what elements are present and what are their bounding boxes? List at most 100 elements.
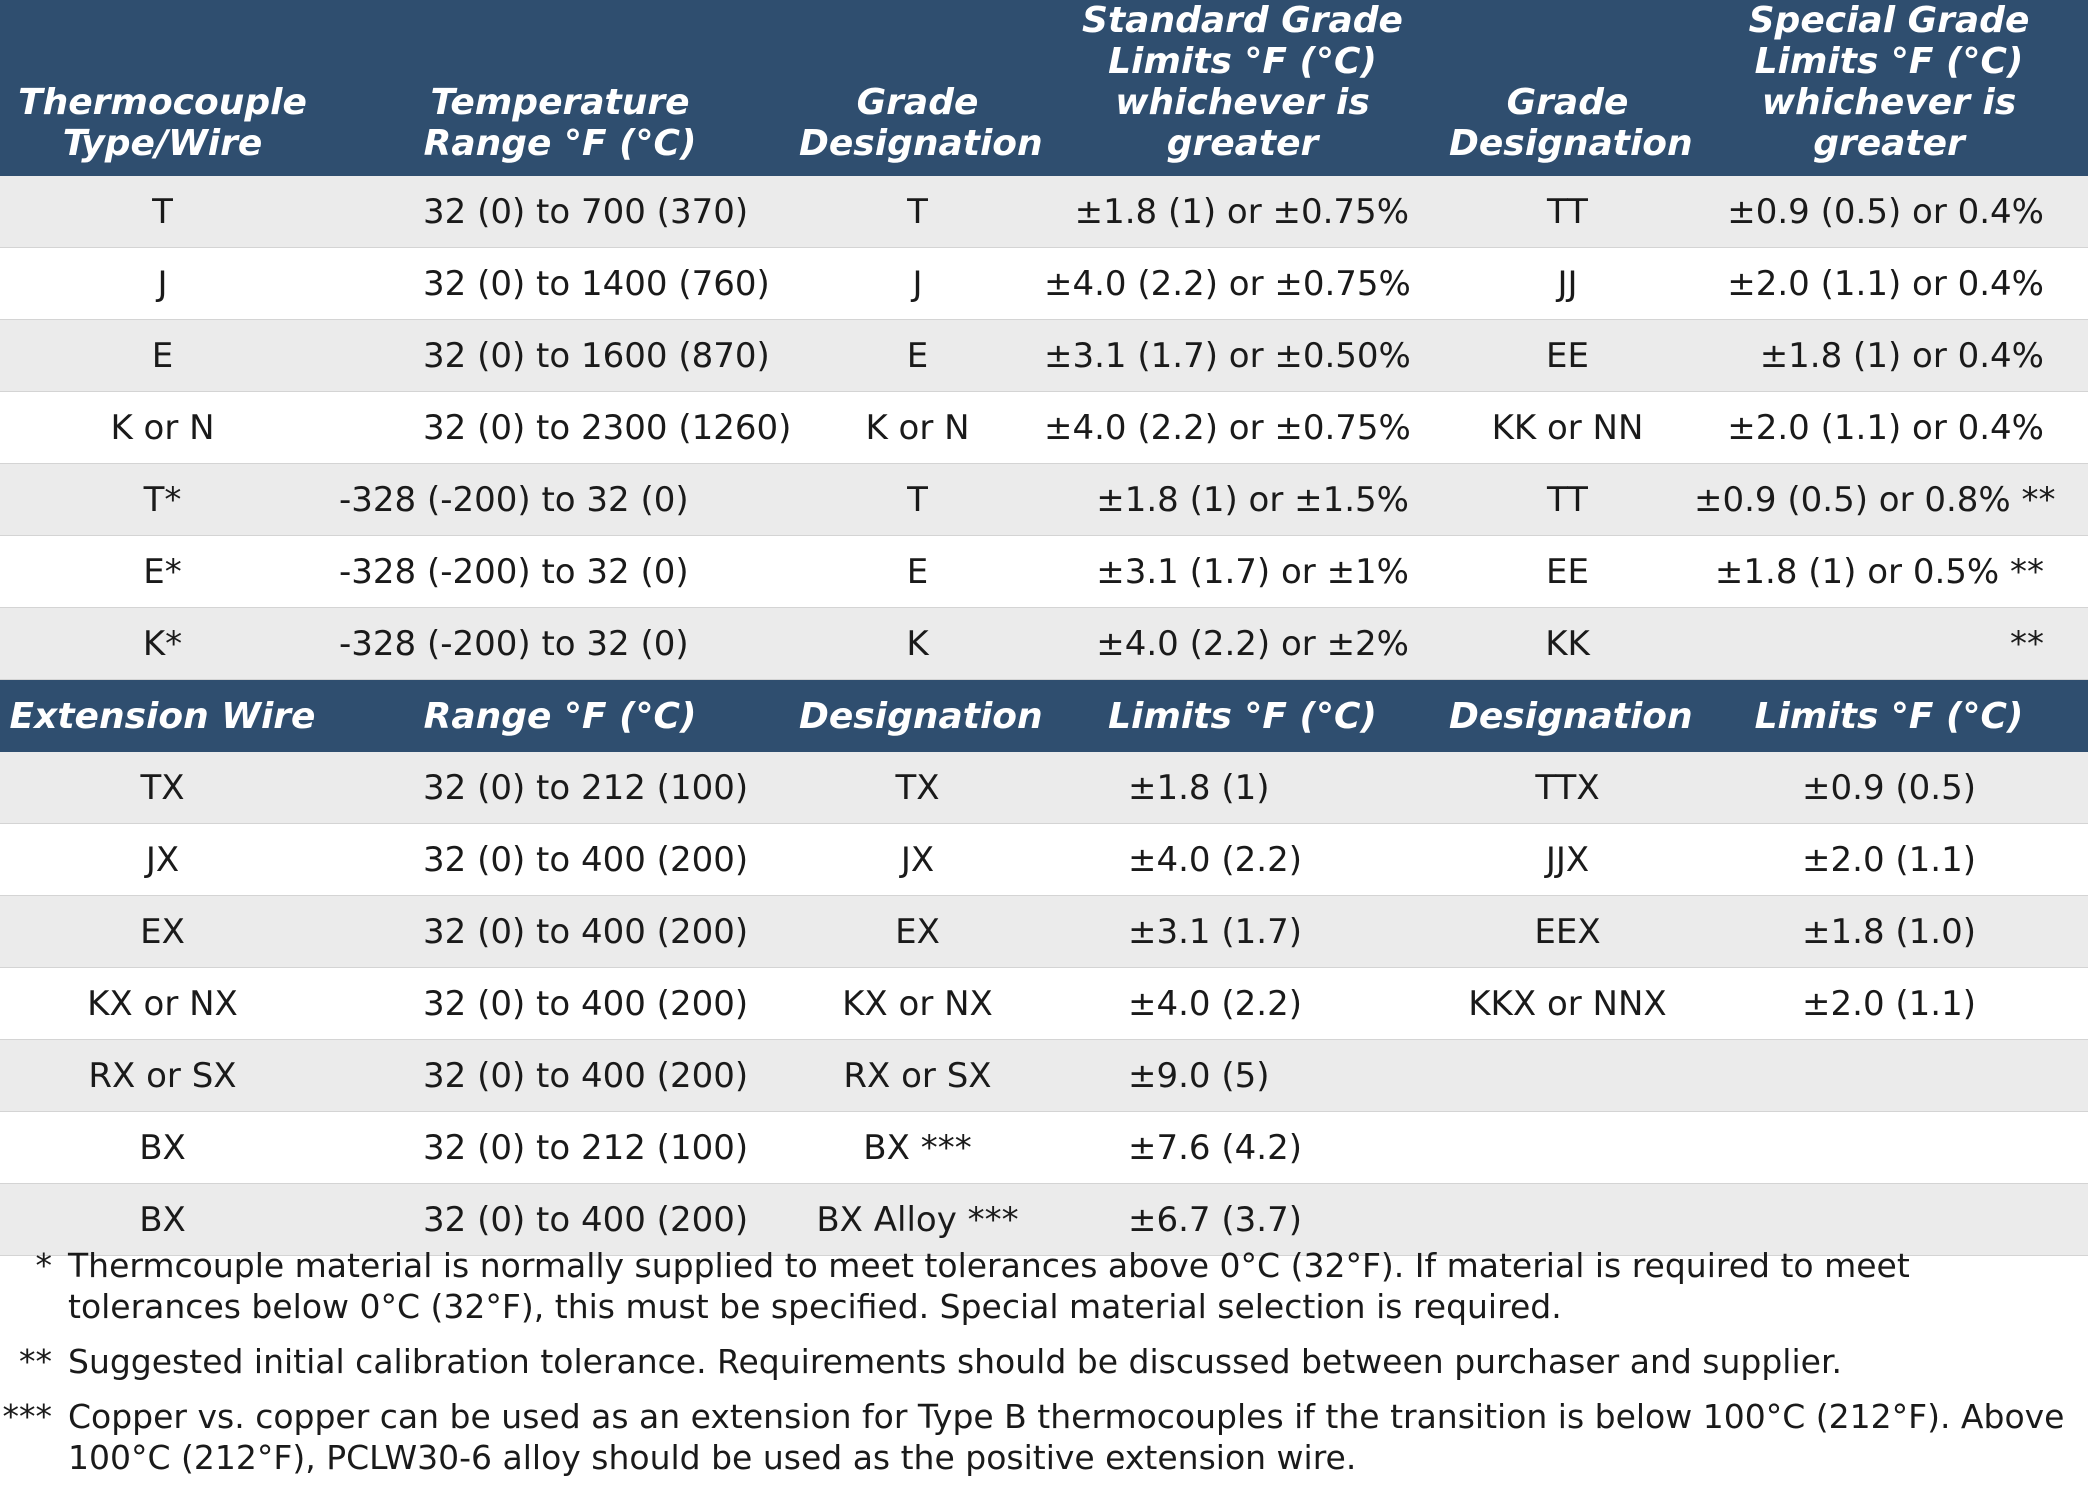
designation-cell: EX: [795, 895, 1040, 968]
special-limits-cell: ±2.0 (1.1): [1690, 967, 2088, 1040]
designation-cell: E: [795, 319, 1040, 392]
type-cell: TX: [0, 752, 325, 824]
standard-limits-cell: ±4.0 (2.2) or ±0.75%: [1040, 391, 1445, 464]
table-row: K* -328 (-200) to 32 (0) K ±4.0 (2.2) or ±2…: [0, 607, 2088, 680]
type-cell: BX: [0, 1111, 325, 1184]
special-designation-cell: KK or NN: [1445, 391, 1690, 464]
standard-limits-cell: ±1.8 (1) or ±0.75%: [1040, 176, 1445, 248]
table-row: E 32 (0) to 1600 (870) E ±3.1 (1.7) or ±0.5…: [0, 319, 2088, 392]
special-limits-cell: ±1.8 (1.0): [1690, 895, 2088, 968]
special-designation-cell: [1445, 1111, 1690, 1184]
footnote-text: Copper vs. copper can be used as an exte…: [68, 1397, 2065, 1477]
range-cell: 32 (0) to 700 (370): [325, 176, 795, 248]
extension-section: Extension Wire Range °F (°C) Designation…: [0, 679, 2088, 752]
range-cell: 32 (0) to 400 (200): [325, 1039, 795, 1112]
designation-cell: K or N: [795, 391, 1040, 464]
header-extension-limits: Limits °F (°C): [1040, 679, 1445, 752]
standard-limits-cell: ±4.0 (2.2): [1040, 823, 1445, 896]
standard-limits-cell: ±6.7 (3.7): [1040, 1183, 1445, 1256]
range-value: 32 (0) to 212 (100): [423, 767, 749, 808]
special-designation-cell: EE: [1445, 535, 1690, 608]
table-row: KX or NX 32 (0) to 400 (200) KX or NX ±4.0 …: [0, 967, 2088, 1040]
range-value: 32 (0) to 212 (100): [423, 1127, 749, 1168]
standard-limits-cell: ±4.0 (2.2): [1040, 967, 1445, 1040]
range-value: -328 (-200) to 32 (0): [339, 623, 689, 664]
footnote-marker: ***: [2, 1397, 53, 1436]
standard-limits-cell: ±4.0 (2.2) or ±0.75%: [1040, 247, 1445, 320]
header-extension-special-limits: Limits °F (°C): [1690, 679, 2088, 752]
standard-limits-cell: ±4.0 (2.2) or ±2%: [1040, 607, 1445, 680]
range-cell: 32 (0) to 400 (200): [325, 823, 795, 896]
table-row: K or N 32 (0) to 2300 (1260) K or N ±4.0 (2…: [0, 391, 2088, 464]
range-value: 32 (0) to 1600 (870): [423, 335, 770, 376]
range-cell: 32 (0) to 212 (100): [325, 1111, 795, 1184]
designation-cell: RX or SX: [795, 1039, 1040, 1112]
extension-header-row: Extension Wire Range °F (°C) Designation…: [0, 679, 2088, 752]
range-value: 32 (0) to 400 (200): [423, 911, 749, 952]
special-designation-cell: TT: [1445, 176, 1690, 248]
designation-cell: T: [795, 176, 1040, 248]
range-value: -328 (-200) to 32 (0): [339, 479, 689, 520]
extension-rows: TX 32 (0) to 212 (100) TX ±1.8 (1) TTX ±0.9 (…: [0, 752, 2088, 1256]
special-limits-cell: [1690, 1183, 2088, 1256]
range-value: -328 (-200) to 32 (0): [339, 551, 689, 592]
table-row: BX 32 (0) to 400 (200) BX Alloy *** ±6.7 (3…: [0, 1183, 2088, 1256]
special-limits-cell: ±1.8 (1) or 0.4%: [1690, 319, 2088, 392]
range-cell: 32 (0) to 212 (100): [325, 752, 795, 824]
special-limits-cell: ±0.9 (0.5) or 0.4%: [1690, 176, 2088, 248]
range-value: 32 (0) to 400 (200): [423, 1199, 749, 1240]
range-cell: 32 (0) to 2300 (1260): [325, 391, 795, 464]
header-extension-range: Range °F (°C): [325, 679, 795, 752]
range-cell: 32 (0) to 1400 (760): [325, 247, 795, 320]
standard-limits-cell: ±9.0 (5): [1040, 1039, 1445, 1112]
special-designation-cell: KKX or NNX: [1445, 967, 1690, 1040]
standard-limits-cell: ±3.1 (1.7) or ±0.50%: [1040, 319, 1445, 392]
footnote-single-asterisk: * Thermcouple material is normally suppl…: [0, 1245, 2088, 1327]
range-cell: -328 (-200) to 32 (0): [325, 607, 795, 680]
special-designation-cell: TT: [1445, 463, 1690, 536]
range-value: 32 (0) to 400 (200): [423, 839, 749, 880]
special-designation-cell: JJX: [1445, 823, 1690, 896]
special-designation-cell: [1445, 1039, 1690, 1112]
table-row: T* -328 (-200) to 32 (0) T ±1.8 (1) or ±1.5…: [0, 463, 2088, 536]
standard-limits-cell: ±1.8 (1) or ±1.5%: [1040, 463, 1445, 536]
header-thermocouple-type: Thermocouple Type/Wire: [0, 0, 325, 176]
special-limits-cell: ±2.0 (1.1) or 0.4%: [1690, 247, 2088, 320]
range-cell: -328 (-200) to 32 (0): [325, 535, 795, 608]
range-cell: 32 (0) to 400 (200): [325, 1183, 795, 1256]
table-row: BX 32 (0) to 212 (100) BX *** ±7.6 (4.2): [0, 1111, 2088, 1184]
footnote-marker: **: [19, 1342, 52, 1381]
special-designation-cell: [1445, 1183, 1690, 1256]
range-value: 32 (0) to 400 (200): [423, 1055, 749, 1096]
type-cell: T: [0, 176, 325, 248]
special-limits-cell: ±1.8 (1) or 0.5% **: [1690, 535, 2088, 608]
special-limits-cell: ±0.9 (0.5): [1690, 752, 2088, 824]
type-cell: J: [0, 247, 325, 320]
footnote-marker: *: [35, 1246, 53, 1285]
designation-cell: BX Alloy ***: [795, 1183, 1040, 1256]
thermocouple-rows: T 32 (0) to 700 (370) T ±1.8 (1) or ±0.75% T…: [0, 176, 2088, 680]
designation-cell: KX or NX: [795, 967, 1040, 1040]
table-row: RX or SX 32 (0) to 400 (200) RX or SX ±9.0 …: [0, 1039, 2088, 1112]
table-header-row: Thermocouple Type/Wire Temperature Range °…: [0, 0, 2088, 176]
designation-cell: T: [795, 463, 1040, 536]
header-special-grade-designation: Grade Designation: [1445, 0, 1693, 176]
special-limits-cell: [1690, 1039, 2088, 1112]
table-row: T 32 (0) to 700 (370) T ±1.8 (1) or ±0.75% T…: [0, 176, 2088, 248]
type-cell: KX or NX: [0, 967, 325, 1040]
special-designation-cell: EE: [1445, 319, 1690, 392]
special-limits-cell: ±2.0 (1.1) or 0.4%: [1690, 391, 2088, 464]
thermocouple-tolerance-table: Thermocouple Type/Wire Temperature Range °…: [0, 0, 2088, 1256]
header-standard-grade-limits: Standard Grade Limits °F (°C) whichever is…: [1040, 0, 1445, 176]
type-cell: BX: [0, 1183, 325, 1256]
table-row: TX 32 (0) to 212 (100) TX ±1.8 (1) TTX ±0.9 (…: [0, 752, 2088, 824]
range-cell: 32 (0) to 400 (200): [325, 895, 795, 968]
range-cell: -328 (-200) to 32 (0): [325, 463, 795, 536]
designation-cell: E: [795, 535, 1040, 608]
range-value: 32 (0) to 400 (200): [423, 983, 749, 1024]
type-cell: JX: [0, 823, 325, 896]
header-grade-designation: Grade Designation: [795, 0, 1043, 176]
footnotes: * Thermcouple material is normally suppl…: [0, 1245, 2088, 1492]
special-designation-cell: JJ: [1445, 247, 1690, 320]
table-row: J 32 (0) to 1400 (760) J ±4.0 (2.2) or ±0.7…: [0, 247, 2088, 320]
